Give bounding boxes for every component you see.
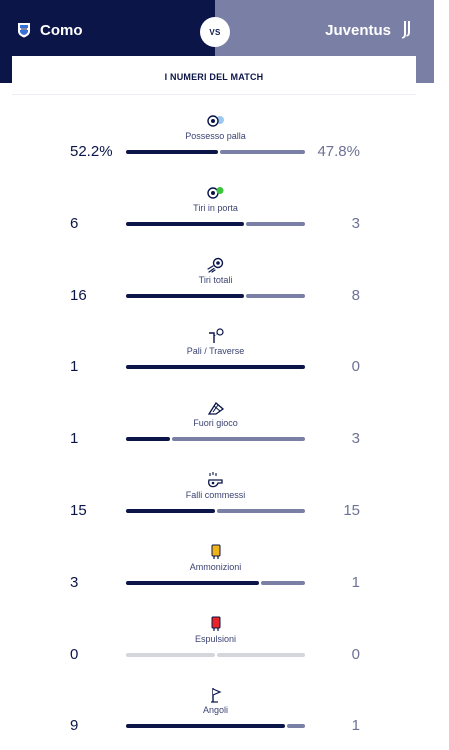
away-bar-segment — [287, 724, 305, 729]
stat-label: Fuori gioco — [193, 418, 238, 429]
home-stat-value: 1 — [70, 358, 79, 376]
stat-label: Falli commessi — [185, 490, 246, 500]
como-crest-icon — [18, 23, 30, 38]
away-bar-segment — [217, 652, 305, 657]
stat-row: Tiri totali 16 8 — [0, 256, 449, 328]
stat-row: Pali / Traverse 1 0 — [0, 327, 449, 399]
woodwork-icon — [205, 327, 227, 345]
comparison-bar — [126, 580, 305, 585]
stat-row: Angoli 9 1 — [0, 686, 449, 750]
home-stat-value: 15 — [70, 502, 87, 519]
comparison-bar — [126, 365, 305, 370]
stat-label: Tiri in porta — [193, 202, 238, 213]
card-title: I NUMERI DEL MATCH — [164, 72, 264, 82]
away-stat-value: 1 — [351, 717, 360, 735]
away-stat-value: 15 — [343, 502, 360, 519]
whistle-icon — [205, 471, 227, 489]
away-bar-segment — [261, 580, 305, 585]
away-stat-value: 0 — [351, 645, 360, 663]
yellow-card-icon — [205, 543, 227, 561]
stat-row: Espulsioni 0 0 — [0, 615, 449, 687]
home-stat-value: 3 — [70, 573, 79, 591]
comparison-bar — [126, 221, 305, 226]
away-bar-segment — [217, 509, 305, 513]
home-bar-segment — [126, 652, 215, 657]
home-stat-value: 9 — [70, 717, 79, 735]
match-header: Como VS Juventus — [0, 0, 449, 83]
home-team[interactable]: Como — [17, 19, 83, 41]
away-stat-value: 8 — [351, 286, 360, 304]
away-team[interactable]: Juventus — [325, 19, 412, 41]
total-shots-icon — [205, 256, 227, 274]
stat-row: Possesso palla 52.2% 47.8% — [0, 112, 449, 184]
away-stat-value: 47.8% — [317, 143, 360, 160]
home-stat-value: 52.2% — [70, 143, 113, 160]
home-stat-value: 16 — [70, 286, 87, 304]
stat-label: Possesso palla — [185, 131, 246, 141]
comparison-bar — [126, 509, 305, 513]
home-bar-segment — [126, 150, 218, 154]
comparison-bar — [126, 437, 305, 442]
home-team-name: Como — [40, 21, 83, 39]
away-stat-value: 1 — [351, 573, 360, 591]
stat-label: Pali / Traverse — [186, 346, 245, 357]
home-bar-segment — [126, 365, 305, 370]
vs-badge: VS — [200, 17, 230, 47]
home-bar-segment — [126, 580, 259, 585]
shots-on-target-icon — [205, 184, 227, 202]
stat-label: Tiri totali — [198, 274, 233, 285]
stat-label: Ammonizioni — [189, 561, 242, 572]
match-stats-card: I NUMERI DEL MATCH — [12, 56, 416, 750]
corner-flag-icon — [205, 686, 227, 704]
away-bar-segment — [220, 150, 305, 154]
stat-row: Tiri in porta 6 3 — [0, 184, 449, 256]
home-stat-value: 6 — [70, 214, 79, 232]
divider — [12, 94, 416, 95]
offside-flag-icon — [205, 399, 227, 417]
stat-row: Falli commessi 15 15 — [0, 471, 449, 543]
comparison-bar — [126, 150, 305, 154]
stat-row: Ammonizioni 3 1 — [0, 543, 449, 615]
juventus-logo-icon — [402, 21, 410, 39]
stat-label: Espulsioni — [194, 633, 237, 644]
home-stat-value: 0 — [70, 645, 79, 663]
away-stat-value: 3 — [351, 430, 360, 448]
away-team-name: Juventus — [325, 21, 391, 39]
stat-row: Fuori gioco 1 3 — [0, 399, 449, 471]
comparison-bar — [126, 652, 305, 657]
home-bar-segment — [126, 724, 285, 729]
home-bar-segment — [126, 221, 244, 226]
home-bar-segment — [126, 293, 244, 298]
home-stat-value: 1 — [70, 430, 79, 448]
comparison-bar — [126, 724, 305, 729]
away-bar-segment — [246, 221, 305, 226]
stat-label: Angoli — [202, 705, 229, 716]
home-bar-segment — [126, 509, 215, 513]
away-bar-segment — [172, 437, 305, 442]
red-card-icon — [205, 615, 227, 633]
away-stat-value: 0 — [351, 358, 360, 376]
home-bar-segment — [126, 437, 170, 442]
comparison-bar — [126, 293, 305, 298]
away-stat-value: 3 — [351, 214, 360, 232]
possession-ball-icon — [205, 112, 227, 130]
away-bar-segment — [246, 293, 305, 298]
